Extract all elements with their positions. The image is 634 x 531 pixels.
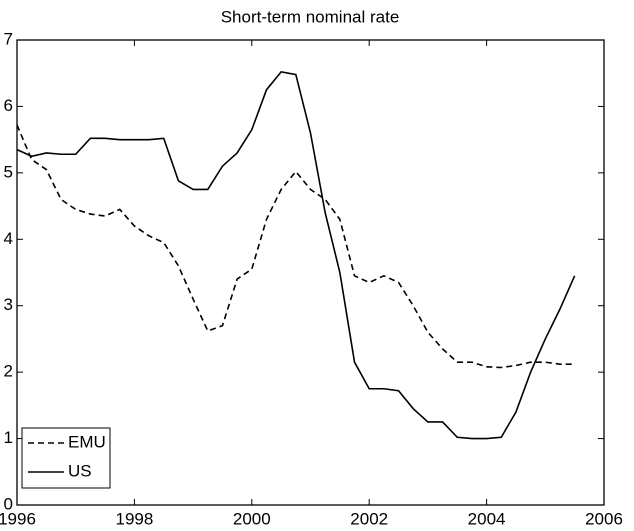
x-tick-label: 2002 xyxy=(350,509,388,528)
line-series xyxy=(16,124,575,369)
y-tick-label: 7 xyxy=(4,29,13,48)
y-tick-label: 2 xyxy=(4,362,13,381)
y-tick-label: 6 xyxy=(4,96,13,115)
y-tick-label: 5 xyxy=(4,162,13,181)
y-tick-label: 0 xyxy=(4,494,13,513)
legend-box xyxy=(21,427,111,489)
axes-box xyxy=(16,39,605,506)
chart-title: Short-term nominal rate xyxy=(221,7,400,26)
y-tick-label: 3 xyxy=(4,295,13,314)
x-tick-label: 1998 xyxy=(115,509,153,528)
y-tick-label: 1 xyxy=(4,428,13,447)
x-tick-label: 1996 xyxy=(0,509,36,528)
x-tick-label: 2004 xyxy=(468,509,506,528)
x-tick-label: 2006 xyxy=(585,509,623,528)
y-tick-label: 4 xyxy=(4,229,13,248)
line-series xyxy=(16,71,576,440)
legend-label: EMU xyxy=(68,432,106,451)
x-tick-label: 2000 xyxy=(233,509,271,528)
legend-label: US xyxy=(68,461,92,480)
